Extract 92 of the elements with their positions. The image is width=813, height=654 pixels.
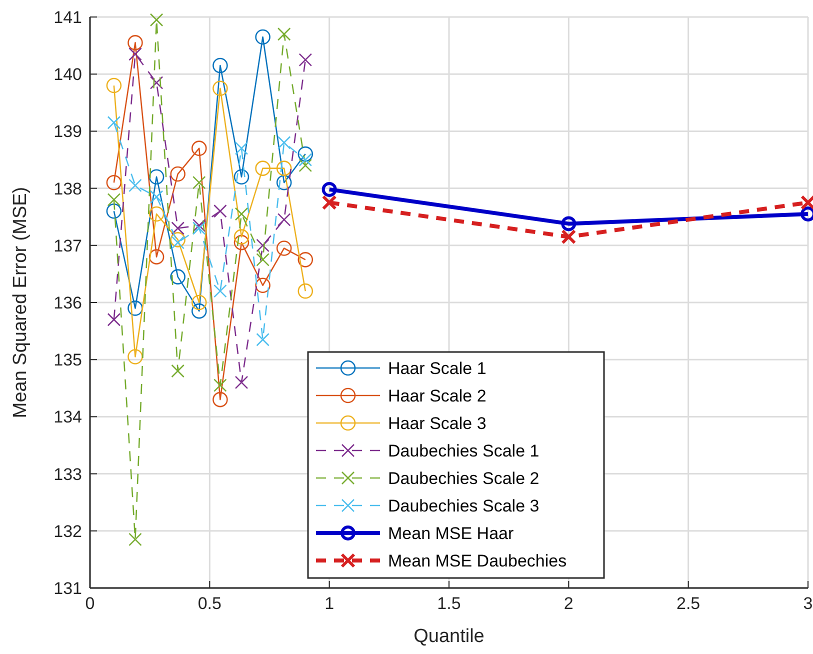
y-tick-label: 136 bbox=[54, 294, 82, 312]
legend-label: Mean MSE Haar bbox=[388, 524, 514, 543]
x-tick-label: 2 bbox=[564, 594, 574, 613]
point bbox=[171, 222, 184, 235]
point bbox=[298, 283, 314, 299]
point bbox=[106, 203, 122, 219]
x-tick-label: 3 bbox=[803, 594, 813, 613]
y-tick-label: 141 bbox=[54, 8, 82, 27]
point bbox=[148, 206, 164, 222]
y-tick-label: 139 bbox=[54, 122, 82, 142]
point bbox=[128, 35, 143, 50]
point bbox=[170, 232, 186, 248]
legend-label: Haar Scale 1 bbox=[388, 359, 486, 378]
point bbox=[192, 176, 206, 190]
legend-label: Mean MSE Daubechies bbox=[388, 552, 567, 570]
point bbox=[106, 174, 122, 190]
x-tick-label: 2.5 bbox=[676, 594, 700, 613]
legend-label: Haar Scale 2 bbox=[388, 386, 486, 406]
point bbox=[276, 240, 292, 256]
point bbox=[298, 153, 312, 166]
point bbox=[234, 234, 250, 250]
point bbox=[561, 216, 576, 232]
point bbox=[107, 312, 121, 326]
point bbox=[277, 213, 291, 226]
point bbox=[128, 47, 142, 61]
point bbox=[276, 160, 292, 176]
point bbox=[277, 136, 291, 150]
y-tick-label: 138 bbox=[54, 179, 82, 198]
point bbox=[128, 300, 143, 316]
point bbox=[322, 182, 337, 197]
point bbox=[171, 364, 184, 378]
y-tick-label: 135 bbox=[54, 350, 82, 370]
point bbox=[148, 169, 164, 185]
y-tick-label: 140 bbox=[54, 65, 82, 84]
point bbox=[234, 169, 250, 185]
point bbox=[234, 207, 248, 221]
y-tick-label: 131 bbox=[54, 579, 82, 598]
point bbox=[150, 13, 164, 27]
point bbox=[561, 229, 576, 244]
point bbox=[107, 193, 121, 206]
point bbox=[298, 53, 312, 66]
point bbox=[107, 116, 121, 130]
point bbox=[255, 29, 270, 45]
point bbox=[255, 278, 270, 294]
point bbox=[150, 190, 164, 204]
point bbox=[212, 392, 228, 408]
legend-label: Daubechies Scale 1 bbox=[388, 442, 540, 460]
y-tick-label: 132 bbox=[54, 522, 82, 541]
point bbox=[277, 27, 291, 41]
point bbox=[298, 252, 314, 268]
y-axis-title: Mean Squared Error (MSE) bbox=[10, 186, 31, 418]
x-tick-label: 0.5 bbox=[198, 594, 222, 613]
point bbox=[170, 269, 186, 284]
point bbox=[191, 303, 207, 319]
point bbox=[256, 238, 270, 252]
x-tick-label: 1.5 bbox=[437, 594, 461, 613]
point bbox=[212, 80, 228, 96]
point bbox=[128, 178, 142, 192]
legend-label: Haar Scale 3 bbox=[388, 414, 486, 433]
point bbox=[256, 253, 270, 266]
y-tick-label: 133 bbox=[54, 464, 82, 484]
y-tick-label: 137 bbox=[54, 236, 82, 256]
point bbox=[192, 222, 206, 235]
point bbox=[214, 204, 227, 218]
point bbox=[212, 58, 228, 74]
point bbox=[191, 140, 207, 156]
x-tick-label: 0 bbox=[85, 594, 95, 613]
point bbox=[214, 284, 227, 298]
legend-label: Daubechies Scale 2 bbox=[388, 469, 540, 488]
point bbox=[256, 332, 270, 346]
point bbox=[128, 349, 143, 364]
point bbox=[128, 532, 142, 546]
y-tick-label: 134 bbox=[54, 408, 82, 427]
point bbox=[214, 378, 227, 392]
point bbox=[171, 236, 184, 250]
point bbox=[150, 76, 164, 90]
point bbox=[298, 146, 314, 162]
point bbox=[255, 160, 270, 176]
legend-label: Daubechies Scale 3 bbox=[388, 496, 540, 516]
point bbox=[170, 166, 186, 182]
point bbox=[148, 249, 164, 264]
point bbox=[276, 174, 292, 190]
point bbox=[192, 218, 206, 232]
point bbox=[234, 142, 248, 155]
x-tick-label: 1 bbox=[324, 594, 334, 613]
x-axis-title: Quantile bbox=[414, 626, 484, 647]
point bbox=[106, 78, 122, 94]
point bbox=[234, 229, 250, 244]
point bbox=[191, 294, 207, 310]
point bbox=[298, 158, 312, 172]
point bbox=[322, 195, 337, 210]
point bbox=[234, 376, 248, 390]
